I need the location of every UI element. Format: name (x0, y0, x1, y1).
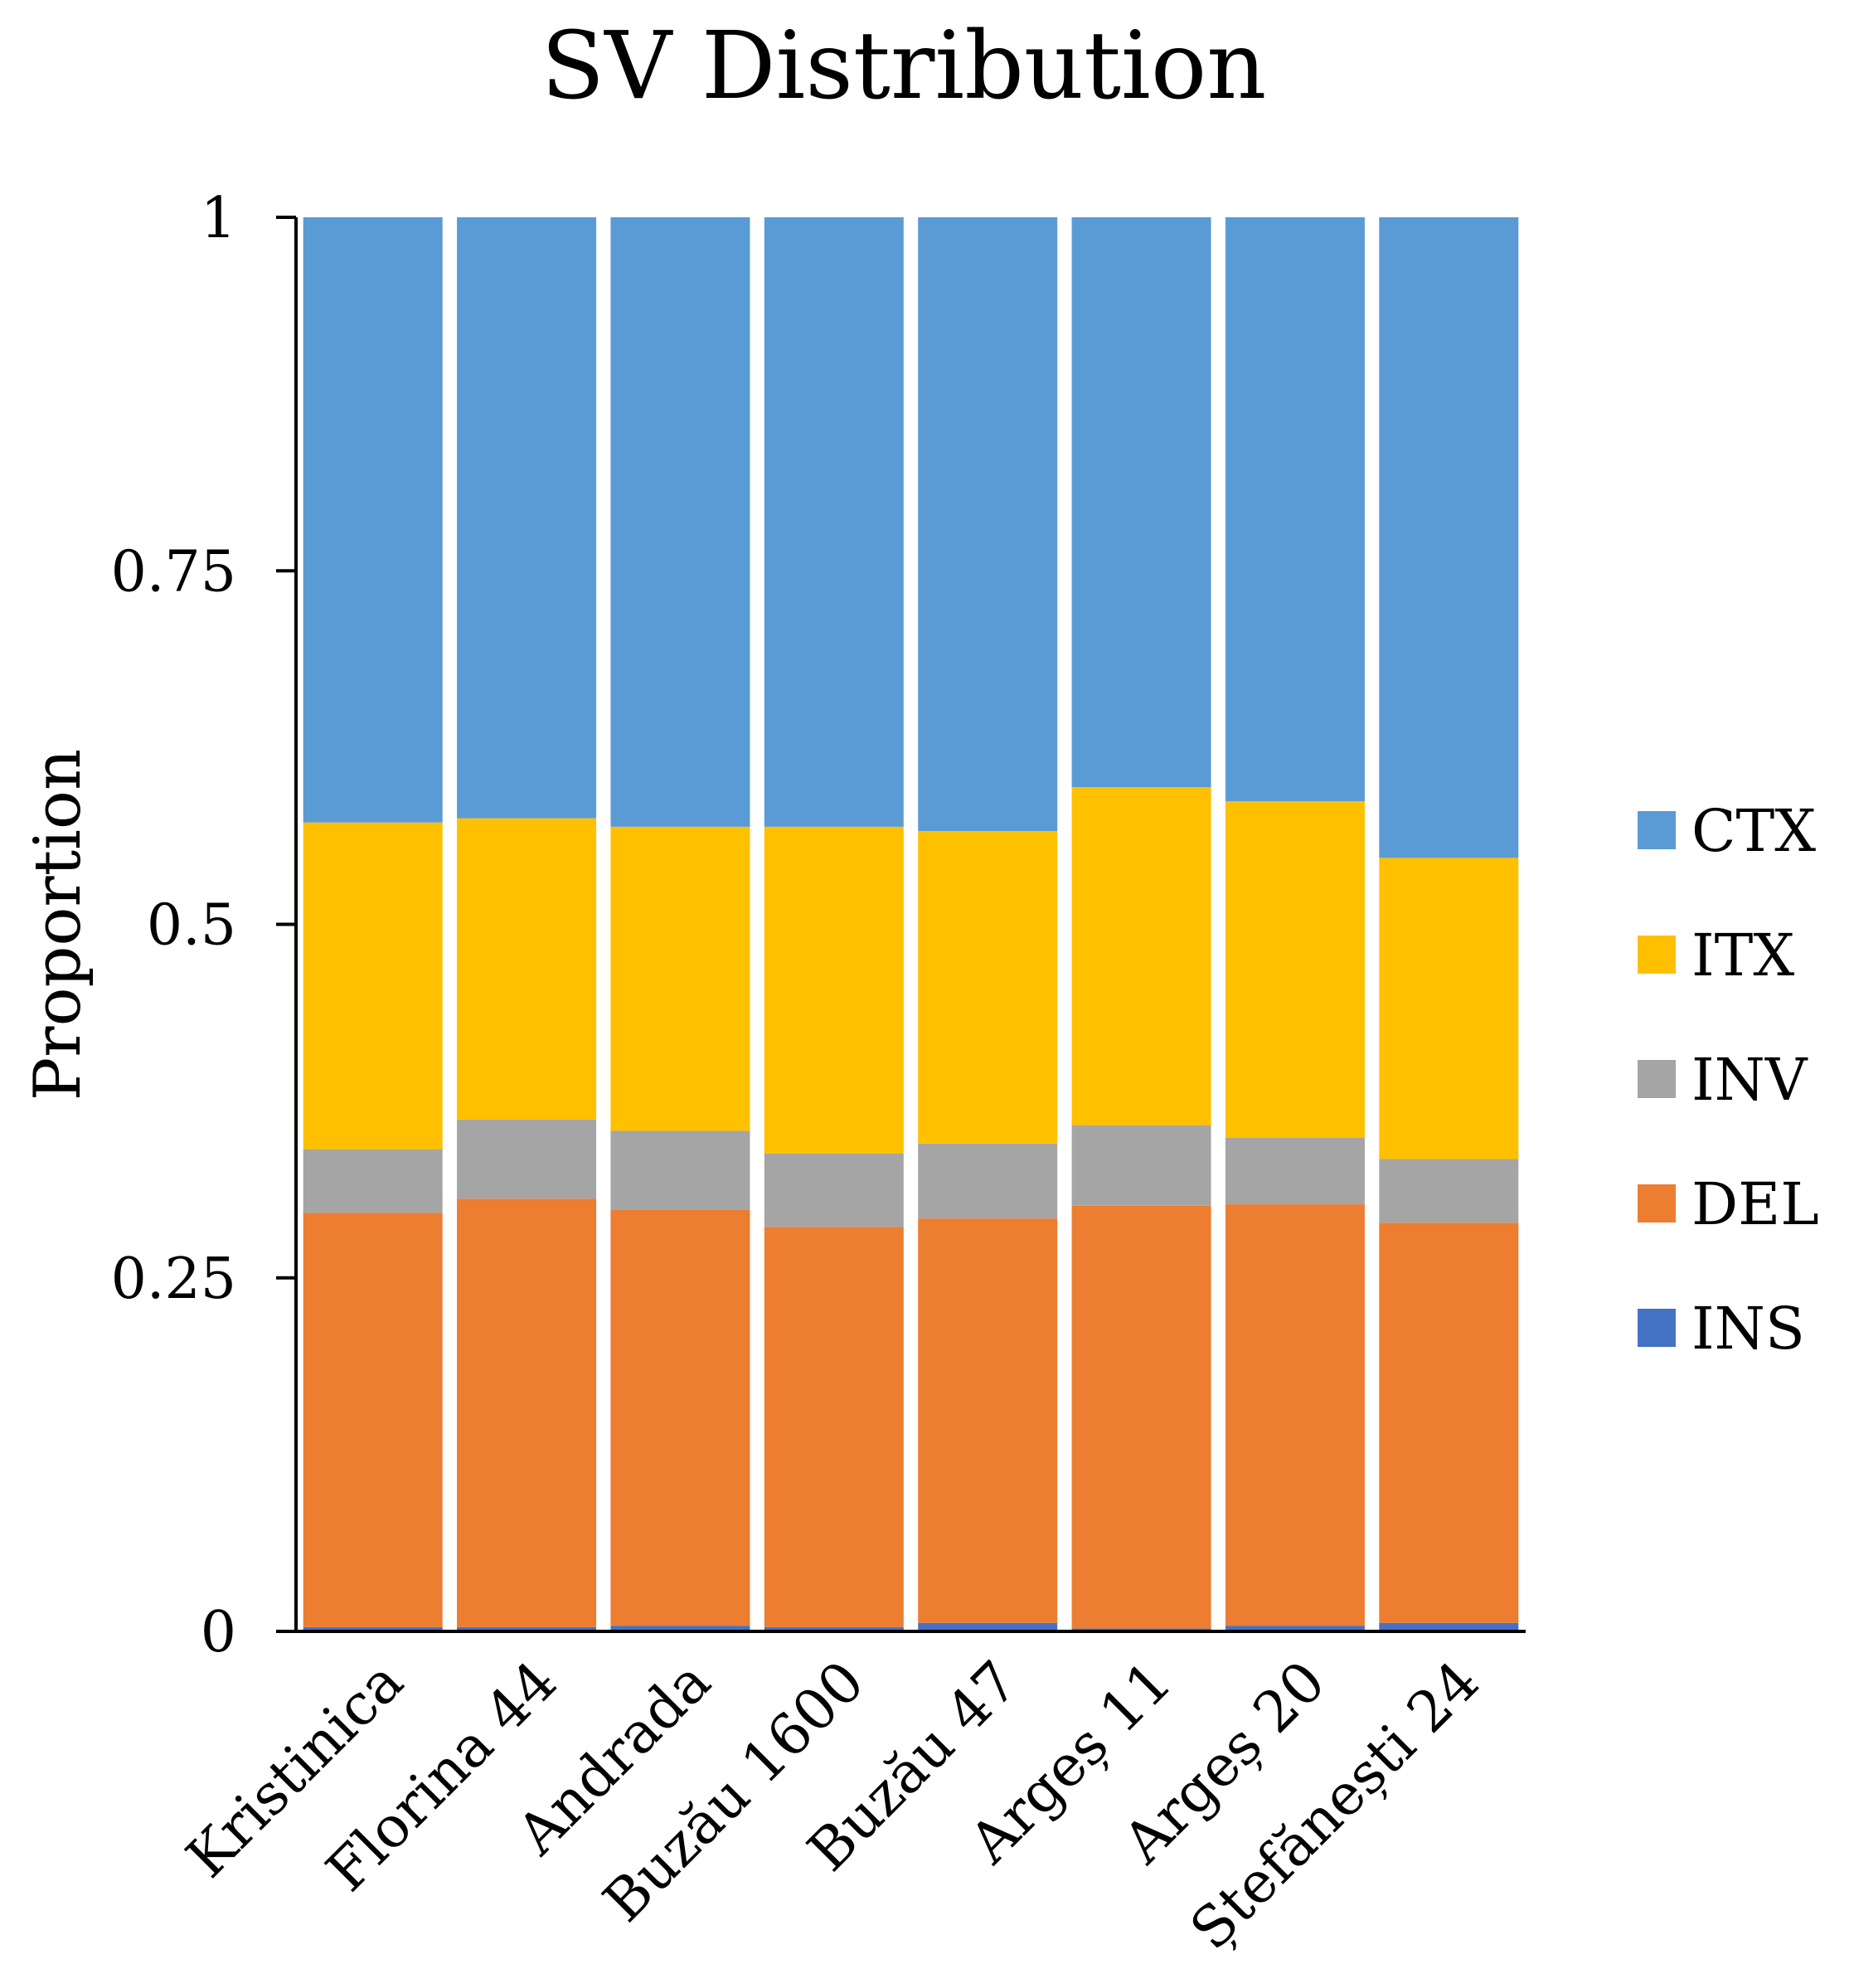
bar-buzau-47-itx (918, 830, 1058, 1144)
bar-kristinica-ctx (303, 217, 443, 823)
bar-florina-44-itx (457, 818, 597, 1120)
bar-arges-11-ctx (1071, 217, 1211, 788)
bar-stefanesti-24-ctx (1379, 217, 1519, 858)
y-tick-label: 1 (201, 186, 236, 251)
bar-arges-20-ctx (1225, 217, 1365, 802)
legend-swatch-inv (1638, 1060, 1676, 1098)
y-tick-label: 0 (201, 1600, 236, 1665)
bar-andrada-itx (610, 826, 750, 1131)
bar-buzau-1600-del (764, 1227, 904, 1627)
legend-item-inv: INV (1638, 1046, 1808, 1114)
bar-arges-11-itx (1071, 787, 1211, 1125)
y-tick-label: 0.75 (111, 539, 236, 605)
legend-item-itx: ITX (1638, 921, 1794, 989)
legend-swatch-ins (1638, 1309, 1676, 1347)
bar-kristinica-inv (303, 1149, 443, 1213)
legend-label-itx: ITX (1691, 921, 1794, 989)
bar-buzau-47-ctx (918, 217, 1058, 831)
bar-buzau-1600-inv (764, 1153, 904, 1227)
bar-buzau-47-inv (918, 1143, 1058, 1219)
legend-label-ctx: CTX (1691, 797, 1816, 865)
legend-item-del: DEL (1638, 1170, 1819, 1238)
bar-stefanesti-24-itx (1379, 858, 1519, 1159)
bar-kristinica-ins (303, 1626, 443, 1631)
bar-kristinica-itx (303, 822, 443, 1150)
bar-arges-11-del (1071, 1205, 1211, 1629)
bar-stefanesti-24-inv (1379, 1159, 1519, 1223)
bar-stefanesti-24-del (1379, 1222, 1519, 1623)
y-axis-label: Proportion (21, 749, 95, 1101)
bar-florina-44-ins (457, 1626, 597, 1631)
legend-swatch-del (1638, 1184, 1676, 1222)
bar-florina-44-ctx (457, 217, 597, 819)
bar-andrada-ctx (610, 217, 750, 827)
legend: CTX ITX INV DEL INS (1638, 797, 1819, 1363)
bar-andrada-del (610, 1209, 750, 1626)
bar-arges-20-itx (1225, 801, 1365, 1138)
y-ticks-group: 0 0.25 0.5 0.75 1 (111, 186, 296, 1665)
bar-buzau-47-ins (918, 1622, 1058, 1631)
legend-label-del: DEL (1691, 1170, 1819, 1238)
bar-arges-20-del (1225, 1204, 1365, 1626)
bar-andrada-inv (610, 1130, 750, 1210)
bar-buzau-1600-itx (764, 826, 904, 1154)
bar-arges-11-inv (1071, 1125, 1211, 1206)
legend-swatch-itx (1638, 936, 1676, 974)
bar-florina-44-inv (457, 1119, 597, 1199)
legend-label-inv: INV (1691, 1046, 1808, 1114)
bar-stefanesti-24-ins (1379, 1622, 1519, 1631)
bar-florina-44-del (457, 1198, 597, 1627)
y-tick-label: 0.25 (111, 1247, 236, 1312)
bar-arges-20-inv (1225, 1137, 1365, 1205)
bar-buzau-1600-ins (764, 1626, 904, 1631)
legend-item-ins: INS (1638, 1295, 1805, 1363)
legend-swatch-ctx (1638, 811, 1676, 849)
y-tick-label: 0.5 (147, 893, 236, 959)
bar-andrada-ins (610, 1626, 750, 1631)
bar-arges-20-ins (1225, 1626, 1365, 1631)
bars-group (303, 217, 1519, 1631)
legend-label-ins: INS (1691, 1295, 1805, 1363)
bar-buzau-1600-ctx (764, 217, 904, 827)
bar-kristinica-del (303, 1213, 443, 1627)
bar-buzau-47-del (918, 1218, 1058, 1623)
chart-title: SV Distribution (541, 12, 1267, 120)
legend-item-ctx: CTX (1638, 797, 1816, 865)
